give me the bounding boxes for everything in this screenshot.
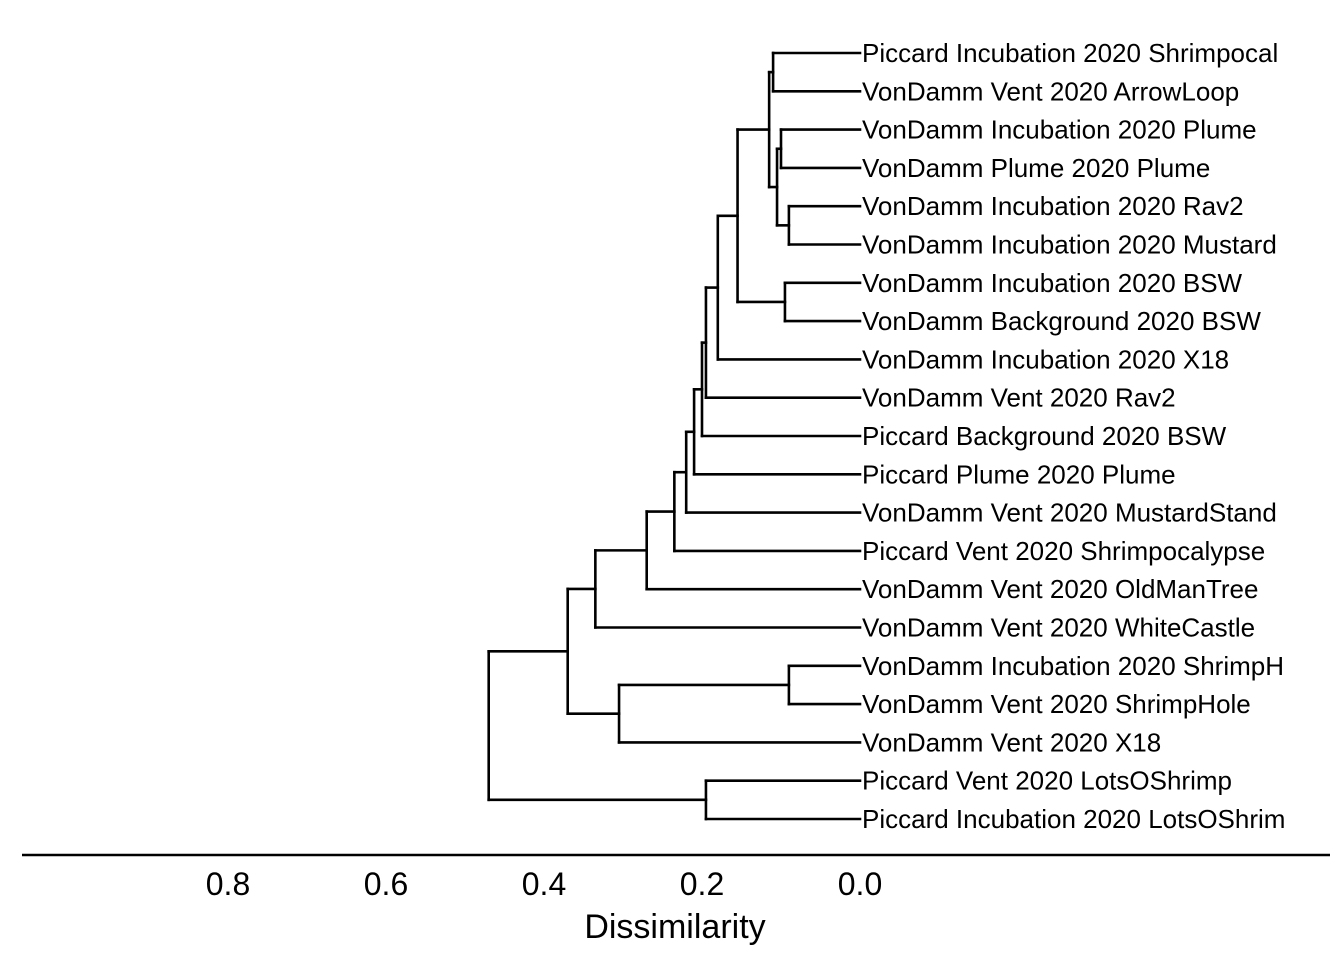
leaf-labels: Piccard Incubation 2020 Shrimpocal VonDam… bbox=[862, 38, 1285, 834]
leaf-label: Piccard Vent 2020 LotsOShrimp bbox=[862, 766, 1232, 796]
leaf-label: Piccard Vent 2020 Shrimpocalypse bbox=[862, 536, 1265, 566]
leaf-label: VonDamm Incubation 2020 Plume bbox=[862, 115, 1257, 145]
leaf-label: VonDamm Vent 2020 Rav2 bbox=[862, 383, 1176, 413]
leaf-label: VonDamm Vent 2020 MustardStand bbox=[862, 498, 1277, 528]
leaf-label: Piccard Incubation 2020 Shrimpocal bbox=[862, 38, 1278, 68]
leaf-label: VonDamm Incubation 2020 ShrimpH bbox=[862, 651, 1284, 681]
leaf-label: VonDamm Plume 2020 Plume bbox=[862, 153, 1210, 183]
x-tick-label: 0.2 bbox=[680, 866, 724, 902]
x-tick-label: 0.6 bbox=[364, 866, 408, 902]
leaf-label: VonDamm Vent 2020 WhiteCastle bbox=[862, 613, 1255, 643]
leaf-label: VonDamm Incubation 2020 Rav2 bbox=[862, 191, 1244, 221]
leaf-label: VonDamm Incubation 2020 BSW bbox=[862, 268, 1243, 298]
leaf-label: Piccard Plume 2020 Plume bbox=[862, 459, 1176, 489]
x-tick-label: 0.0 bbox=[838, 866, 882, 902]
x-tick-label: 0.8 bbox=[206, 866, 250, 902]
leaf-label: VonDamm Vent 2020 ShrimpHole bbox=[862, 689, 1251, 719]
leaf-label: Piccard Incubation 2020 LotsOShrim bbox=[862, 804, 1285, 834]
dendrogram-branches bbox=[487, 51, 862, 821]
x-tick-label: 0.4 bbox=[522, 866, 566, 902]
leaf-label: VonDamm Vent 2020 OldManTree bbox=[862, 574, 1258, 604]
x-axis-ticks: 0.8 0.6 0.4 0.2 0.0 bbox=[206, 866, 882, 902]
leaf-label: VonDamm Vent 2020 ArrowLoop bbox=[862, 76, 1239, 106]
leaf-label: Piccard Background 2020 BSW bbox=[862, 421, 1227, 451]
leaf-label: VonDamm Incubation 2020 X18 bbox=[862, 344, 1229, 374]
leaf-label: VonDamm Vent 2020 X18 bbox=[862, 727, 1161, 757]
x-axis-title: Dissimilarity bbox=[584, 908, 765, 946]
leaf-label: VonDamm Background 2020 BSW bbox=[862, 306, 1261, 336]
leaf-label: VonDamm Incubation 2020 Mustard bbox=[862, 230, 1277, 260]
